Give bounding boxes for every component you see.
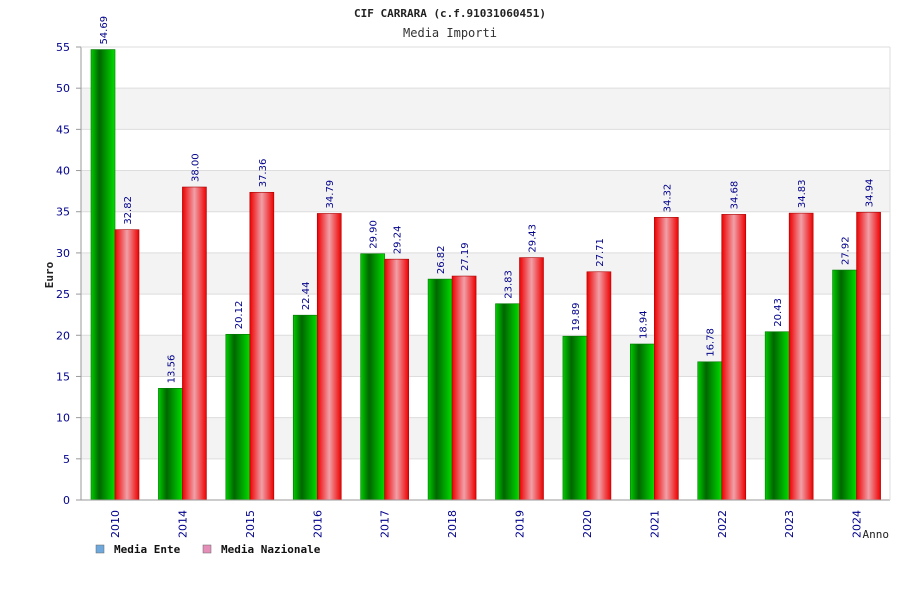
y-tick-labels: 0 5 10 15 20 25 30 35 40 45 50 55 [56, 41, 70, 507]
bar-media-ente [495, 303, 520, 501]
axes [80, 46, 891, 501]
value-labels: 54.69 32.82 13.56 38.00 20.12 37.36 22.44 34.79… [99, 16, 876, 383]
bar-media-nazionale [586, 271, 612, 501]
bar-media-nazionale [451, 275, 477, 501]
y-tick-label: 20 [56, 329, 70, 342]
y-tick-label: 25 [56, 288, 70, 301]
value-label: 37.36 [258, 159, 269, 188]
bar-media-nazionale [654, 217, 679, 501]
x-tick-label: 2016 [311, 510, 324, 538]
legend-swatch [202, 544, 212, 554]
value-label: 29.24 [393, 226, 404, 255]
bar-media-ente [764, 331, 790, 501]
bar-media-ente [90, 49, 116, 501]
legend-label: Media Ente [114, 543, 181, 556]
value-label: 26.82 [436, 245, 447, 274]
bar-media-ente [225, 333, 251, 501]
value-label: 16.78 [706, 328, 717, 357]
bar-media-nazionale [249, 191, 275, 501]
bar-media-ente [832, 269, 857, 501]
plot-band [81, 170, 890, 212]
value-label: 32.82 [123, 196, 134, 225]
plot-band [81, 458, 890, 500]
y-tick-label: 10 [56, 412, 70, 425]
plot-background [81, 47, 890, 500]
x-tick-label: 2021 [648, 510, 661, 538]
x-tick-label: 2010 [109, 510, 122, 538]
plot-band [81, 294, 890, 336]
x-tick-label: 2015 [244, 510, 257, 538]
legend-swatch [95, 544, 105, 554]
value-label: 19.89 [571, 303, 582, 332]
value-label: 29.90 [369, 220, 380, 249]
chart-subtitle: Media Importi [403, 26, 497, 40]
value-label: 22.44 [301, 282, 312, 311]
value-label: 34.83 [797, 179, 808, 208]
chart-title: CIF CARRARA (c.f.91031060451) [354, 7, 546, 20]
plot-band [81, 335, 890, 377]
x-tick-label: 2019 [514, 510, 527, 538]
value-label: 27.19 [460, 242, 471, 271]
x-tick-label: 2018 [446, 510, 459, 538]
bar-media-nazionale [788, 212, 814, 501]
bar-media-nazionale [384, 258, 409, 501]
legend: Media Ente Media Nazionale [95, 543, 321, 556]
x-tick-label: 2022 [716, 510, 729, 538]
x-tick-labels: 2010 2014 2015 2016 2017 2018 2019 2020 2021 2022… [109, 510, 864, 538]
bar-media-ente [562, 335, 588, 501]
bar-media-nazionale [114, 229, 140, 501]
bar-media-nazionale [519, 257, 544, 501]
bar-media-ente [360, 253, 385, 501]
y-tick-label: 50 [56, 82, 70, 95]
x-tick-label: 2017 [379, 510, 392, 538]
value-label: 34.68 [730, 181, 741, 210]
plot-band [81, 252, 890, 295]
bar-media-ente [292, 314, 318, 501]
value-label: 34.32 [662, 184, 673, 213]
value-label: 20.43 [773, 298, 784, 327]
bar-media-nazionale [182, 186, 207, 501]
x-tick-label: 2023 [783, 510, 796, 538]
value-label: 38.00 [190, 153, 201, 182]
bar-media-nazionale [316, 213, 342, 501]
y-axis-label: Euro [43, 261, 56, 288]
bar-media-nazionale [721, 214, 747, 501]
y-tick-label: 30 [56, 247, 70, 260]
value-label: 54.69 [99, 16, 110, 45]
y-tick-label: 0 [63, 494, 70, 507]
y-tick-label: 35 [56, 206, 70, 219]
plot-band [81, 376, 890, 418]
bar-media-ente [158, 388, 183, 501]
value-label: 34.79 [325, 180, 336, 209]
y-tick-label: 15 [56, 370, 70, 383]
bars [90, 49, 881, 501]
bar-media-ente [697, 361, 723, 501]
x-tick-label: 2014 [176, 510, 189, 538]
y-tick-label: 55 [56, 41, 70, 54]
plot-band [81, 211, 890, 253]
y-tick-label: 45 [56, 123, 70, 136]
plot-band [81, 47, 890, 89]
y-tick-label: 5 [63, 453, 70, 466]
y-tick-label: 40 [56, 165, 70, 178]
plot-band [81, 129, 890, 171]
value-label: 27.92 [841, 236, 852, 265]
value-label: 23.83 [504, 270, 515, 299]
value-label: 27.71 [595, 238, 606, 267]
bar-media-nazionale [856, 211, 881, 501]
x-tick-label: 2024 [851, 510, 864, 538]
value-label: 34.94 [865, 179, 876, 208]
x-axis-label: Anno [863, 528, 890, 541]
value-label: 20.12 [234, 301, 245, 330]
value-label: 13.56 [166, 355, 177, 384]
bar-media-ente [427, 278, 453, 501]
legend-label: Media Nazionale [221, 543, 321, 556]
plot-band [81, 88, 890, 130]
plot-band [81, 417, 890, 459]
bar-media-ente [630, 343, 655, 501]
x-tick-label: 2020 [581, 510, 594, 538]
value-label: 18.94 [638, 310, 649, 339]
value-label: 29.43 [528, 224, 539, 253]
